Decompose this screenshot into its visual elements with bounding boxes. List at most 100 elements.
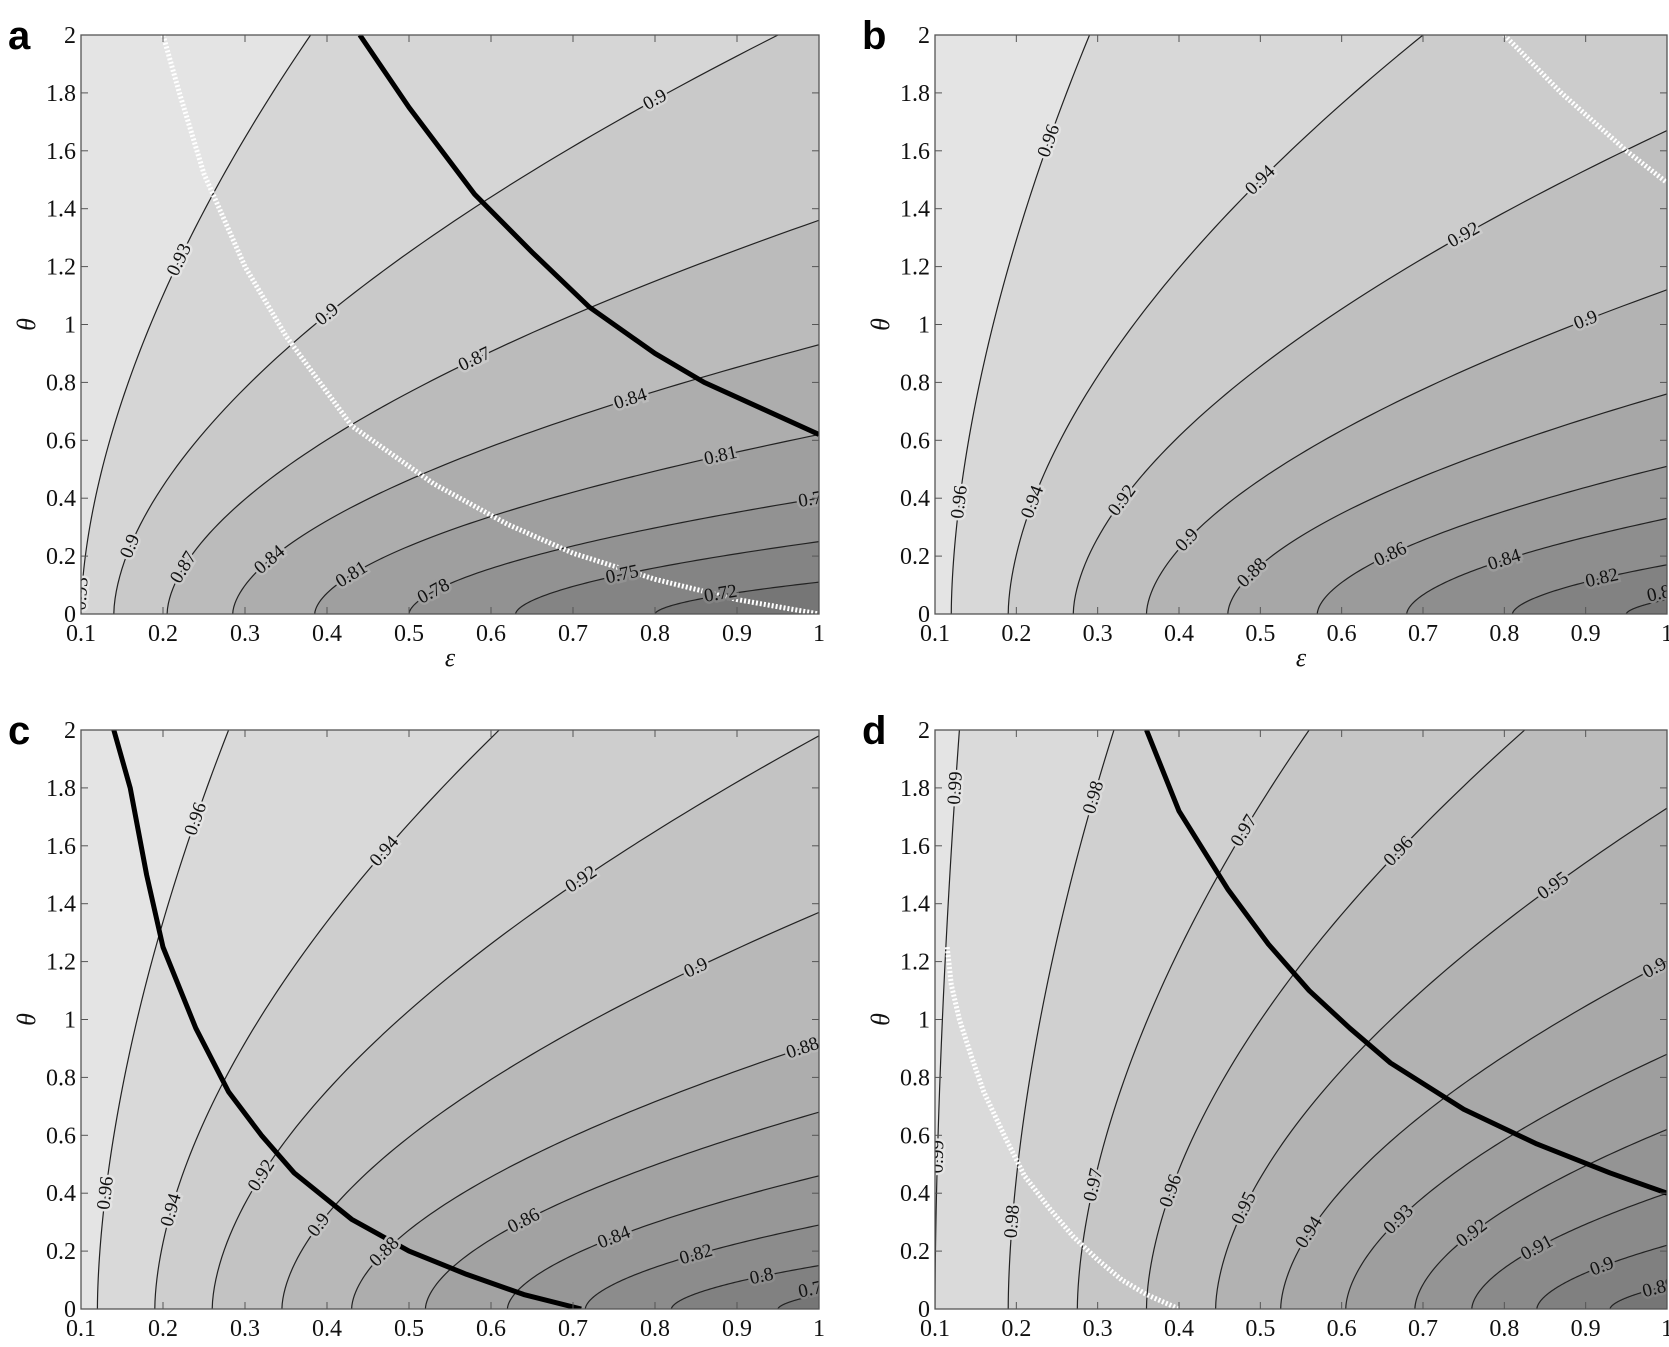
contour-line-0.93 xyxy=(81,35,312,614)
panel-d: 0.990.990.980.980.970.970.960.960.950.95… xyxy=(862,709,1669,1342)
black-boundary-curve xyxy=(357,35,819,437)
x-axis-label: ε xyxy=(1296,643,1307,672)
contour-line-0.96 xyxy=(1145,730,1526,1309)
contour-line-0.94 xyxy=(1007,35,1424,614)
black-boundary-curve xyxy=(111,730,582,1309)
y-tick-label: 1.6 xyxy=(900,834,930,860)
x-tick-label: 0.1 xyxy=(920,1316,950,1342)
y-axis-label: θ xyxy=(12,318,41,331)
y-tick-label: 2 xyxy=(64,23,76,49)
y-tick-label: 1.8 xyxy=(46,81,76,107)
x-tick-label: 0.8 xyxy=(1489,621,1519,647)
x-tick-label: 0.9 xyxy=(722,1316,752,1342)
plot-area: 0.960.960.940.940.920.920.90.90.88 0.86 0.… xyxy=(935,35,1667,614)
y-tick-label: 0.8 xyxy=(900,370,930,396)
contour-line-0.87 xyxy=(166,219,819,614)
panel-letter: d xyxy=(862,709,886,753)
y-tick-label: 1.2 xyxy=(46,950,76,976)
y-tick-label: 1.6 xyxy=(46,139,76,165)
y-tick-label: 0 xyxy=(64,602,76,628)
x-tick-label: 0.1 xyxy=(66,621,96,647)
contour-line-0.84 xyxy=(232,344,819,614)
contour-line-0.92 xyxy=(1414,1128,1667,1309)
y-tick-label: 1.8 xyxy=(900,81,930,107)
y-tick-label: 1.6 xyxy=(900,139,930,165)
x-tick-label: 0.8 xyxy=(640,1316,670,1342)
y-tick-label: 0.2 xyxy=(900,1239,930,1265)
x-tick-label: 0.7 xyxy=(558,621,588,647)
contour-label: 0.96 xyxy=(93,1175,118,1211)
y-tick-label: 0.4 xyxy=(900,486,930,512)
x-tick-label: 0.2 xyxy=(1001,621,1031,647)
plot-area: 0.930.930.90.90.90.870.870.840.840.810.8… xyxy=(81,35,833,614)
contour-line-0.91 xyxy=(1471,1192,1667,1309)
contour-label: 0.78 xyxy=(797,486,833,512)
y-axis-label: θ xyxy=(866,318,895,331)
y-tick-label: 0.8 xyxy=(900,1065,930,1091)
y-tick-label: 2 xyxy=(918,718,930,744)
y-axis-label: θ xyxy=(12,1013,41,1026)
y-tick-label: 1.6 xyxy=(46,834,76,860)
y-tick-label: 1.4 xyxy=(900,197,930,223)
y-tick-label: 1 xyxy=(918,313,930,339)
contour-label: 0.99 xyxy=(944,771,967,806)
contour-line-0.84 xyxy=(506,1175,819,1309)
x-tick-label: 1 xyxy=(813,621,825,647)
contour-line-0.8 xyxy=(1625,598,1667,614)
x-tick-label: 0.1 xyxy=(66,1316,96,1342)
x-tick-label: 1 xyxy=(1661,621,1669,647)
x-tick-label: 0.7 xyxy=(1408,1316,1438,1342)
x-tick-label: 0.7 xyxy=(1408,621,1438,647)
contour-line-0.96 xyxy=(96,730,230,1309)
contour-line-0.94 xyxy=(1280,961,1667,1309)
panel-a: 0.930.930.90.90.90.870.870.840.840.810.8… xyxy=(8,14,833,672)
contour-line-0.98 xyxy=(1007,730,1115,1309)
white-dotted-curve xyxy=(944,946,1181,1309)
y-tick-label: 1.8 xyxy=(46,776,76,802)
x-tick-label: 0.9 xyxy=(1571,621,1601,647)
contour-region xyxy=(1512,564,1667,614)
contour-line-0.99 xyxy=(935,730,960,1309)
contour-line-0.92 xyxy=(1072,129,1667,614)
x-tick-label: 0.1 xyxy=(920,621,950,647)
contour-line-0.78 xyxy=(408,497,819,614)
x-tick-label: 0.2 xyxy=(148,621,178,647)
x-tick-label: 0.6 xyxy=(1327,621,1357,647)
y-tick-label: 1 xyxy=(918,1008,930,1034)
contour-line-0.84 xyxy=(1406,517,1667,614)
contour-line-0.9 xyxy=(281,911,819,1309)
x-tick-label: 0.5 xyxy=(1245,621,1275,647)
contour-line-0.9 xyxy=(113,35,779,614)
contour-line-0.86 xyxy=(1316,465,1667,614)
y-tick-label: 0.6 xyxy=(46,428,76,454)
y-tick-label: 0 xyxy=(64,1297,76,1323)
y-tick-label: 1.4 xyxy=(46,892,76,918)
x-tick-label: 0.3 xyxy=(230,621,260,647)
y-tick-label: 0.6 xyxy=(900,428,930,454)
contour-line-0.88 xyxy=(1227,393,1667,614)
contour-label: 0.96 xyxy=(947,484,972,520)
x-tick-label: 1 xyxy=(813,1316,825,1342)
plot-area: 0.960.960.940.940.920.920.90.90.880.880.… xyxy=(81,730,819,1309)
y-tick-label: 0.2 xyxy=(46,1239,76,1265)
x-tick-label: 0.9 xyxy=(1571,1316,1601,1342)
panel-c: 0.960.960.940.940.920.920.90.90.880.880.… xyxy=(8,709,825,1342)
contour-region xyxy=(1536,1245,1667,1309)
contour-line-0.96 xyxy=(950,35,1091,614)
contour-line-0.9 xyxy=(1536,1244,1667,1309)
x-tick-label: 0.4 xyxy=(1164,1316,1194,1342)
y-tick-label: 1.8 xyxy=(900,776,930,802)
contour-label: 0.99 xyxy=(927,1140,949,1174)
y-tick-label: 1.2 xyxy=(900,255,930,281)
panel-b: 0.960.960.940.940.920.920.90.90.88 0.86 0.… xyxy=(862,14,1669,672)
contour-line-0.75 xyxy=(515,541,819,614)
x-tick-label: 0.7 xyxy=(558,1316,588,1342)
x-tick-label: 0.2 xyxy=(1001,1316,1031,1342)
x-tick-label: 1 xyxy=(1661,1316,1669,1342)
contour-line-0.82 xyxy=(584,1224,819,1309)
y-tick-label: 0.6 xyxy=(900,1123,930,1149)
y-tick-label: 1.2 xyxy=(46,255,76,281)
contour-line-0.94 xyxy=(154,730,500,1309)
y-tick-label: 0.2 xyxy=(46,544,76,570)
